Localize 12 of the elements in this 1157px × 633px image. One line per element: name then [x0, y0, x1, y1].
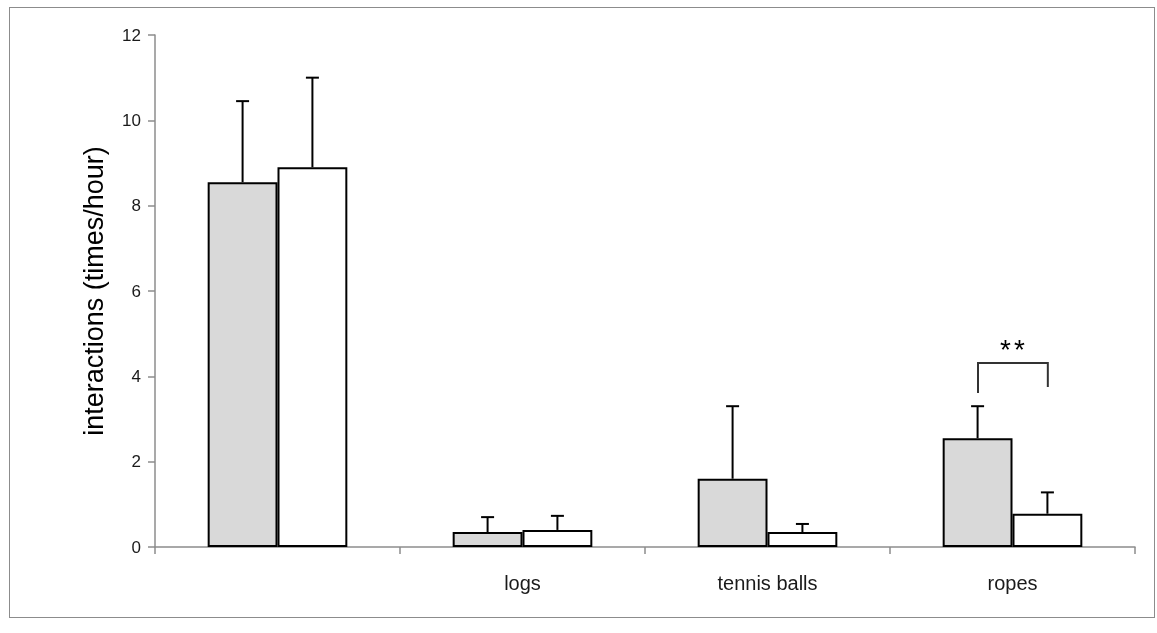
x-tick-label: tennis balls	[717, 572, 818, 594]
y-tick-label: 6	[131, 281, 141, 301]
y-tick-label: 12	[122, 25, 141, 45]
y-tick-label: 8	[131, 196, 141, 216]
x-tick-label: ropes	[987, 572, 1038, 594]
y-tick-label: 2	[131, 452, 141, 472]
x-tick-label: logs	[504, 572, 541, 594]
y-axis-title: interactions (times/hour)	[78, 146, 109, 436]
annotation: **	[1000, 334, 1028, 365]
y-tick-label: 4	[131, 366, 141, 386]
y-tick-label: 0	[131, 537, 141, 557]
y-tick-label: 10	[122, 110, 141, 130]
